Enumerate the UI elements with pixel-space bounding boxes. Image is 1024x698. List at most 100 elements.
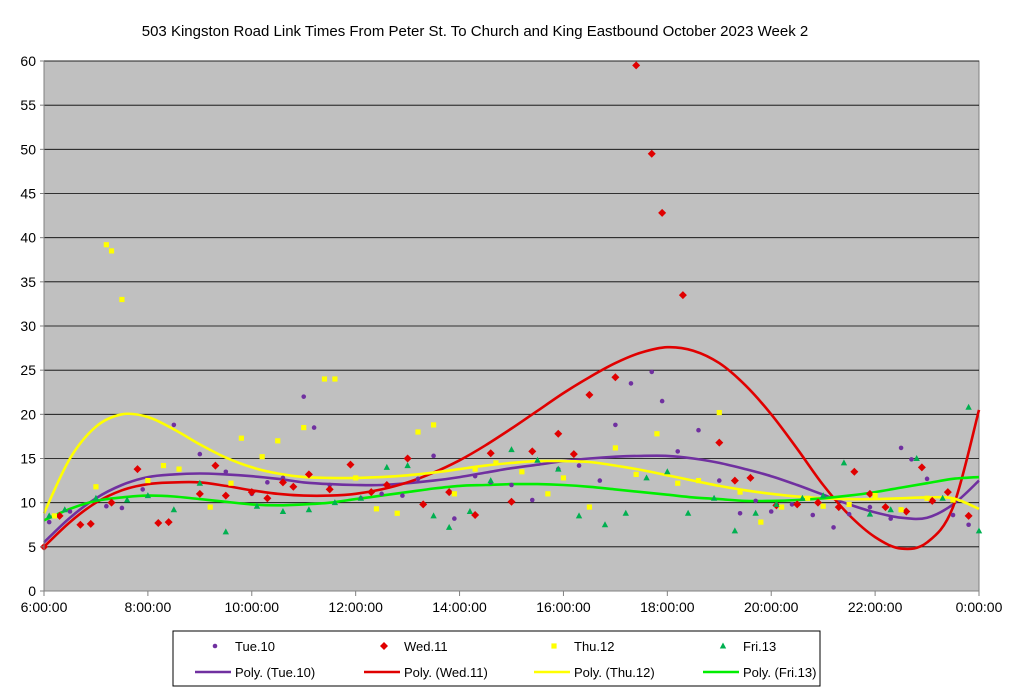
point-s1-31 — [632, 61, 641, 70]
point-s3-14 — [404, 462, 411, 469]
point-s0-38 — [810, 512, 816, 518]
legend-marker-2 — [551, 643, 557, 649]
point-s2-29 — [633, 471, 639, 477]
point-s1-35 — [715, 438, 724, 447]
point-s2-9 — [228, 480, 234, 486]
point-s3-3 — [123, 496, 131, 503]
point-s2-16 — [353, 475, 359, 481]
y-tick-label-11: 55 — [20, 97, 36, 113]
point-s0-44 — [909, 457, 914, 462]
point-s2-36 — [779, 504, 785, 510]
point-s1-2 — [76, 520, 85, 529]
point-s0-41 — [867, 504, 873, 510]
point-s1-5 — [133, 465, 142, 474]
point-s1-6 — [154, 518, 163, 527]
point-s0-20 — [472, 473, 478, 479]
point-s3-21 — [555, 465, 562, 472]
point-s1-34 — [678, 291, 687, 300]
point-s1-11 — [247, 488, 256, 497]
point-s1-12 — [263, 494, 272, 503]
point-s1-29 — [585, 390, 594, 399]
point-s1-28 — [569, 450, 578, 459]
point-s2-40 — [872, 493, 878, 499]
point-s1-45 — [902, 507, 911, 516]
point-s0-19 — [452, 516, 457, 521]
point-s3-22 — [575, 512, 583, 519]
point-s3-15 — [430, 512, 437, 519]
point-s1-9 — [211, 461, 220, 470]
point-s1-3 — [86, 519, 95, 528]
legend-box — [172, 630, 821, 687]
legend-marker-1 — [380, 642, 388, 650]
point-s1-42 — [850, 467, 859, 476]
point-s2-21 — [451, 491, 457, 497]
point-s2-8 — [207, 504, 213, 510]
point-s3-34 — [840, 459, 848, 466]
point-s3-5 — [170, 506, 178, 513]
point-s3-29 — [731, 527, 739, 534]
point-s0-4 — [140, 487, 145, 492]
point-s0-31 — [675, 449, 681, 454]
point-s1-21 — [419, 500, 428, 509]
point-s2-5 — [145, 477, 151, 484]
point-s3-13 — [383, 463, 391, 470]
y-tick-label-4: 20 — [20, 406, 36, 422]
point-s3-10 — [305, 506, 313, 513]
point-s0-17 — [415, 476, 421, 482]
point-s3-12 — [357, 494, 365, 501]
point-s1-13 — [278, 478, 287, 487]
point-s0-0 — [46, 519, 52, 525]
point-s0-18 — [431, 453, 436, 459]
point-s3-25 — [643, 474, 650, 481]
legend-trend-label-3: Poly. (Fri.13) — [743, 665, 816, 680]
point-s3-39 — [965, 403, 972, 410]
point-s3-19 — [508, 446, 515, 453]
point-s0-47 — [966, 522, 971, 528]
point-s2-10 — [238, 435, 244, 441]
point-s0-1 — [67, 509, 73, 514]
point-s2-43 — [950, 497, 956, 503]
point-s2-30 — [654, 431, 660, 437]
y-tick-label-0: 0 — [28, 583, 36, 599]
legend-trend-label-0: Poly. (Tue.10) — [235, 665, 315, 680]
point-s2-25 — [545, 491, 551, 497]
point-s1-37 — [746, 473, 755, 482]
point-s3-11 — [331, 499, 339, 506]
point-s0-27 — [613, 422, 618, 428]
point-s3-31 — [773, 500, 780, 507]
point-s1-40 — [813, 498, 822, 507]
point-s1-30 — [611, 373, 620, 382]
point-s1-49 — [964, 511, 973, 520]
point-s0-2 — [104, 503, 109, 509]
y-tick-label-6: 30 — [20, 318, 36, 334]
point-s3-27 — [684, 509, 692, 516]
point-s0-12 — [311, 425, 317, 430]
point-s0-9 — [265, 480, 270, 485]
point-s3-17 — [466, 508, 474, 514]
point-s2-24 — [519, 469, 525, 475]
x-axis-ticks: 6:00:00 8:00:00 10:00:00 12:00:00 14:00:00 16… — [21, 590, 1003, 615]
gridlines — [44, 60, 979, 548]
point-s1-18 — [367, 488, 376, 497]
point-s1-10 — [221, 491, 230, 500]
point-s1-22 — [445, 488, 454, 497]
point-s1-24 — [486, 449, 495, 458]
point-s1-44 — [881, 503, 890, 512]
point-s2-17 — [373, 506, 380, 512]
point-s1-16 — [325, 485, 334, 494]
point-s0-43 — [898, 445, 904, 451]
x-tick-label-5: 16:00:00 — [536, 599, 591, 615]
point-s2-14 — [321, 376, 328, 382]
point-s0-34 — [737, 510, 743, 516]
legend-label-0: Tue.10 — [235, 639, 275, 654]
point-s1-39 — [793, 500, 802, 509]
point-s3-36 — [887, 506, 894, 513]
point-s1-47 — [928, 496, 937, 505]
point-s3-2 — [92, 494, 100, 501]
point-s3-33 — [819, 492, 827, 499]
point-s1-1 — [55, 511, 64, 520]
x-tick-label-2: 10:00:00 — [225, 599, 280, 615]
point-s0-23 — [529, 497, 535, 503]
point-s3-16 — [445, 523, 453, 530]
